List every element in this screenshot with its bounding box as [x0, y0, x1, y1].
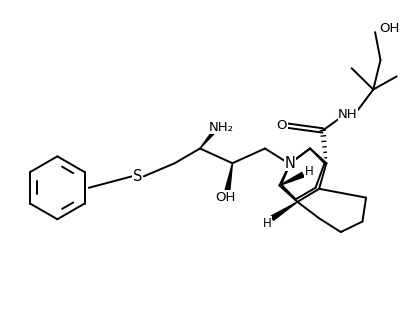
Text: NH: NH — [338, 108, 358, 121]
Polygon shape — [280, 172, 304, 186]
Text: OH: OH — [215, 191, 236, 204]
Text: S: S — [133, 169, 143, 184]
Polygon shape — [225, 163, 232, 192]
Text: N: N — [285, 156, 296, 171]
Text: NH₂: NH₂ — [209, 121, 234, 134]
Polygon shape — [271, 202, 297, 220]
Text: H: H — [304, 165, 313, 178]
Text: OH: OH — [379, 22, 400, 35]
Polygon shape — [200, 121, 223, 149]
Text: O: O — [276, 119, 287, 132]
Text: H: H — [263, 217, 271, 230]
